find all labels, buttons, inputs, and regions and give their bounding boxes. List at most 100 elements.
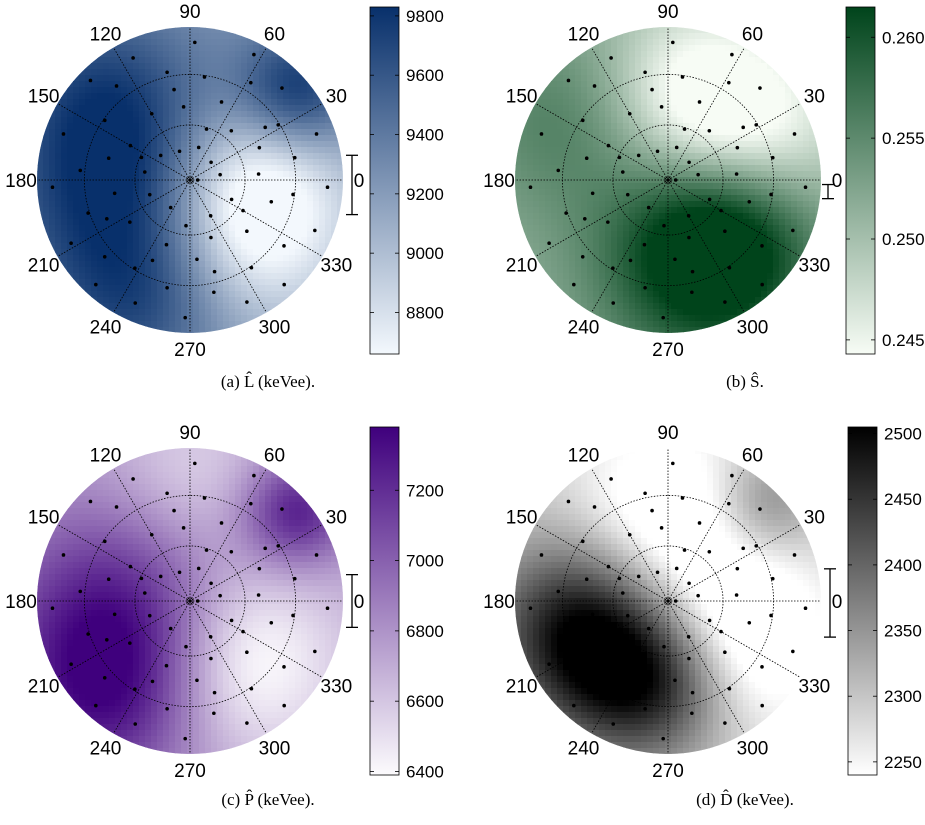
sample-point bbox=[580, 118, 585, 123]
sample-point bbox=[149, 111, 154, 116]
sample-point bbox=[803, 606, 808, 611]
sample-point bbox=[584, 577, 589, 582]
uncertainty-bar bbox=[824, 568, 836, 638]
polar-grid bbox=[37, 448, 343, 754]
sample-point bbox=[168, 626, 173, 631]
sample-point bbox=[646, 626, 651, 631]
sample-point bbox=[282, 244, 286, 248]
sample-point bbox=[643, 491, 647, 496]
colorbar: 8800 9000 9200 9400 9600 9800 bbox=[369, 6, 444, 355]
sample-point bbox=[727, 686, 732, 691]
sample-point bbox=[105, 637, 109, 642]
sample-point bbox=[69, 241, 73, 246]
angle-label: 30 bbox=[326, 508, 347, 529]
sample-point bbox=[556, 589, 561, 594]
sample-point bbox=[754, 544, 759, 548]
polar-panel-1: 0 30 60 90 120 150 180 210 240 270 300 330 8800 9000 9… bbox=[5, 2, 444, 391]
angle-label: 60 bbox=[264, 25, 285, 46]
sample-point bbox=[195, 678, 199, 683]
sample-point bbox=[193, 461, 197, 466]
angle-label: 300 bbox=[737, 317, 769, 338]
sample-point bbox=[650, 508, 654, 513]
sample-point bbox=[158, 153, 163, 158]
grid-spoke bbox=[667, 179, 801, 257]
sample-point bbox=[735, 566, 740, 571]
sample-point bbox=[208, 634, 213, 639]
sample-point bbox=[229, 197, 234, 202]
sample-point bbox=[760, 244, 764, 248]
sample-point bbox=[245, 721, 249, 725]
colorbar-tick-label: 6600 bbox=[406, 692, 444, 711]
sample-point bbox=[193, 40, 197, 45]
sample-point bbox=[606, 564, 611, 569]
sample-point bbox=[202, 75, 207, 79]
sample-point bbox=[314, 553, 319, 557]
sample-point bbox=[661, 736, 665, 741]
angle-label: 180 bbox=[483, 171, 515, 192]
sample-point bbox=[263, 546, 267, 551]
grid-spoke bbox=[113, 600, 191, 734]
angle-label: 270 bbox=[652, 340, 684, 361]
sample-point bbox=[671, 461, 675, 466]
sample-point bbox=[650, 87, 654, 92]
angle-label: 150 bbox=[506, 87, 538, 108]
sample-point bbox=[636, 153, 641, 158]
sample-point bbox=[184, 644, 188, 649]
sample-point bbox=[128, 143, 133, 148]
angle-label: 60 bbox=[742, 25, 763, 46]
sample-point bbox=[209, 656, 213, 661]
angle-label: 300 bbox=[737, 738, 769, 759]
sample-point bbox=[88, 78, 93, 83]
angle-label: 330 bbox=[799, 677, 831, 698]
sample-point bbox=[256, 172, 261, 176]
sample-point bbox=[269, 620, 274, 625]
sample-point bbox=[592, 505, 597, 509]
angle-label: 30 bbox=[804, 508, 825, 529]
angle-label: 330 bbox=[799, 256, 831, 277]
sample-point bbox=[164, 663, 169, 668]
sample-point bbox=[690, 690, 695, 695]
angle-label: 0 bbox=[354, 171, 365, 192]
angle-label: 90 bbox=[179, 2, 200, 23]
sample-point bbox=[769, 192, 773, 197]
sample-point bbox=[687, 656, 691, 661]
sample-point bbox=[760, 282, 764, 287]
sample-point bbox=[229, 549, 234, 554]
sample-point bbox=[564, 211, 568, 215]
sample-point bbox=[564, 632, 568, 636]
sample-point bbox=[94, 703, 98, 708]
colorbar-tick-label: 0.255 bbox=[882, 129, 925, 148]
sample-point bbox=[106, 577, 111, 582]
sample-point bbox=[682, 548, 687, 552]
sample-point bbox=[280, 507, 284, 511]
sample-point bbox=[204, 127, 209, 131]
sample-point bbox=[666, 178, 670, 182]
sample-point bbox=[673, 678, 677, 683]
sample-point bbox=[661, 315, 665, 320]
sample-point bbox=[50, 185, 55, 190]
sample-point bbox=[249, 501, 253, 506]
colorbar-tick-label: 9800 bbox=[406, 7, 444, 26]
angle-label: 180 bbox=[5, 171, 37, 192]
sample-point bbox=[102, 675, 107, 680]
sample-point bbox=[249, 686, 254, 691]
sample-point bbox=[655, 149, 660, 154]
sample-point bbox=[754, 123, 759, 127]
colorbar-tick-label: 9600 bbox=[406, 66, 444, 85]
sample-point bbox=[245, 229, 249, 233]
center-marker bbox=[186, 176, 194, 184]
grid-spoke bbox=[591, 179, 669, 313]
angle-label: 210 bbox=[28, 677, 60, 698]
sample-point bbox=[758, 86, 762, 90]
sample-point bbox=[741, 125, 745, 130]
sample-point bbox=[252, 473, 256, 478]
sample-point bbox=[114, 84, 119, 88]
sample-point bbox=[133, 687, 137, 692]
sample-point bbox=[188, 599, 192, 603]
sample-point bbox=[583, 637, 587, 642]
sample-point bbox=[723, 300, 727, 304]
sample-point bbox=[680, 75, 685, 79]
colorbar-tick-label: 6400 bbox=[406, 762, 444, 781]
polar-panel-4: 0306090120150180210240270300330225023002… bbox=[483, 423, 922, 809]
center-marker bbox=[664, 597, 672, 605]
